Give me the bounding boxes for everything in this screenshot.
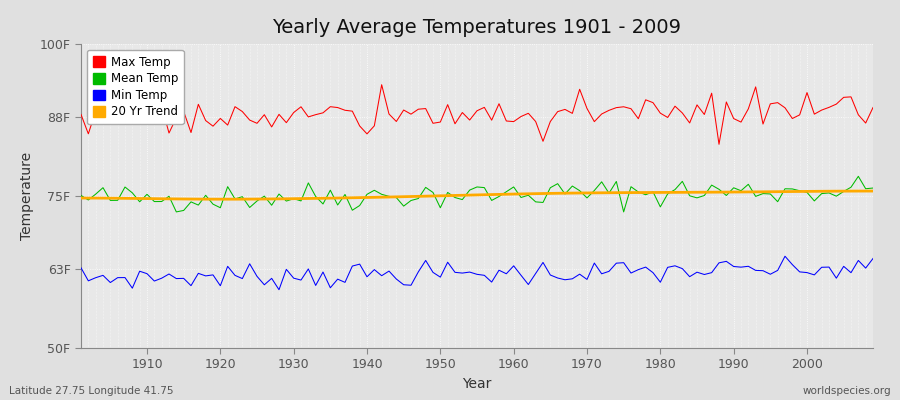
- Text: Latitude 27.75 Longitude 41.75: Latitude 27.75 Longitude 41.75: [9, 386, 174, 396]
- Y-axis label: Temperature: Temperature: [20, 152, 34, 240]
- Title: Yearly Average Temperatures 1901 - 2009: Yearly Average Temperatures 1901 - 2009: [273, 18, 681, 37]
- X-axis label: Year: Year: [463, 377, 491, 391]
- Legend: Max Temp, Mean Temp, Min Temp, 20 Yr Trend: Max Temp, Mean Temp, Min Temp, 20 Yr Tre…: [87, 50, 184, 124]
- Text: worldspecies.org: worldspecies.org: [803, 386, 891, 396]
